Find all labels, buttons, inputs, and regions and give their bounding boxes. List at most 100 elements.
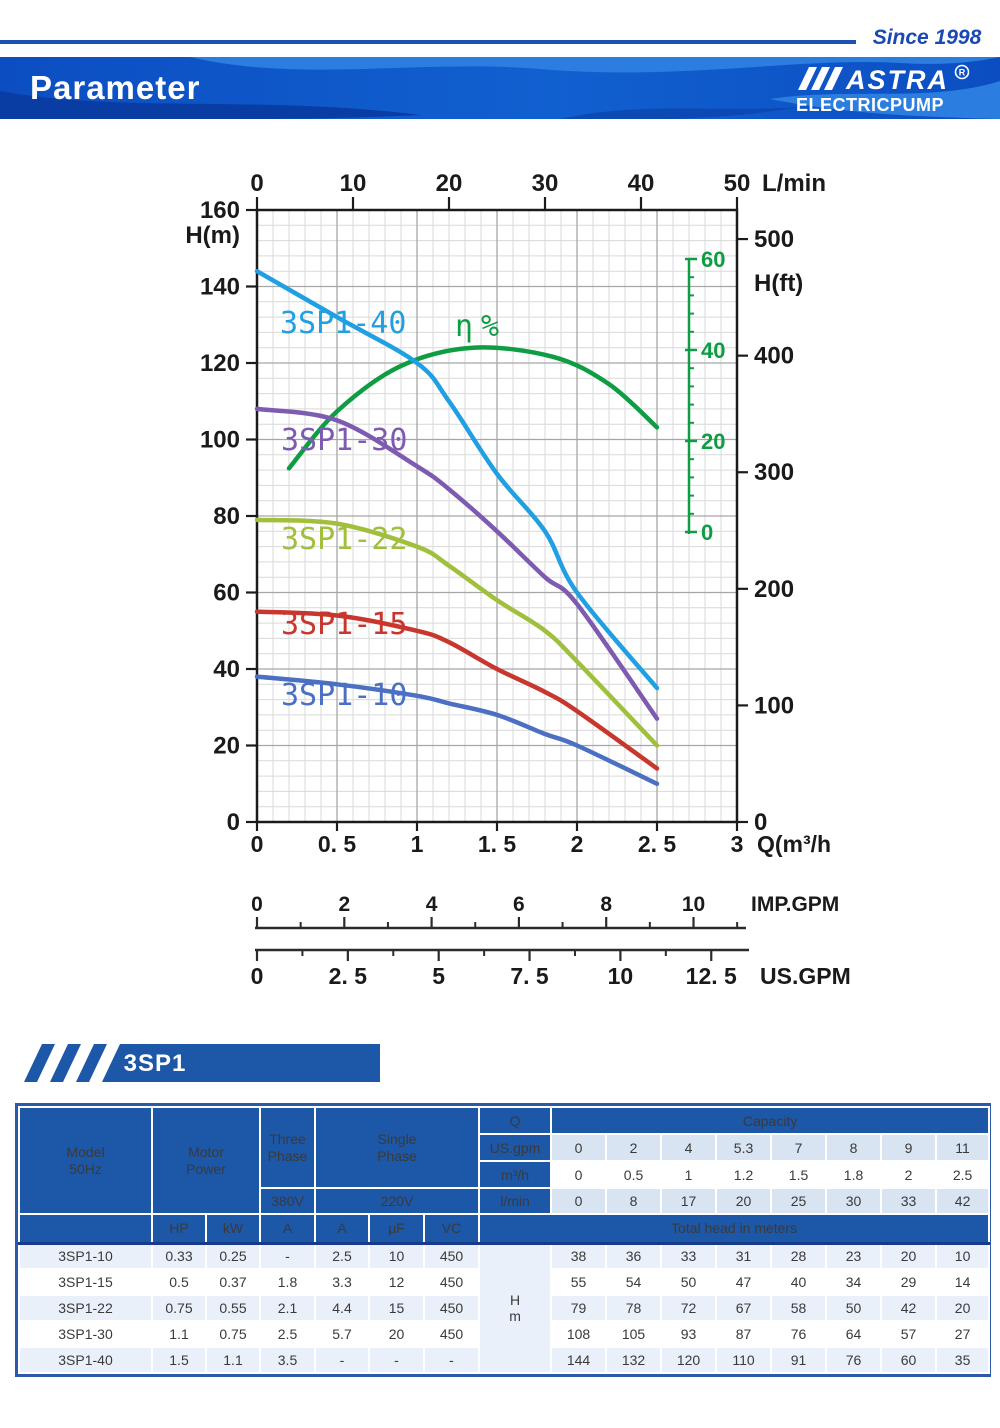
tick-label: 0 (250, 170, 263, 197)
spec-value: 5.7 (314, 1320, 370, 1348)
head-value: 57 (880, 1320, 938, 1348)
axis-label-imp: IMP.GPM (751, 893, 839, 916)
tick-label: 1. 5 (478, 831, 517, 857)
tick-label: 400 (754, 343, 794, 370)
spec-value: 0.33 (151, 1242, 207, 1270)
curve-label-3SP1-15: 3SP1-15 (281, 607, 407, 642)
curve-label-3SP1-30: 3SP1-30 (281, 423, 407, 458)
spec-value: 450 (422, 1320, 481, 1348)
head-value: 20 (880, 1242, 938, 1270)
capacity-value: 25 (770, 1187, 828, 1215)
spec-value: 0.5 (151, 1268, 207, 1296)
curve-label-3SP1-40: 3SP1-40 (280, 306, 406, 341)
header-kw: kW (205, 1213, 261, 1245)
head-value: 23 (825, 1242, 883, 1270)
spec-value: - (259, 1242, 316, 1270)
head-value: 132 (605, 1346, 663, 1374)
tick-label: 30 (532, 170, 559, 197)
tick-label: 7. 5 (510, 963, 549, 989)
efficiency-curve (286, 345, 660, 471)
tick-label: 0 (251, 893, 263, 916)
table-row: 3SP1-15 0.5 0.37 1.8 3.3 12 450 55 54 50 47 40 34 29 1… (18, 1268, 991, 1296)
spec-table: Model 50Hz Motor Power Three Phase Singl… (18, 1106, 991, 1374)
spec-value: 450 (422, 1242, 481, 1270)
tick-label: 100 (200, 427, 240, 454)
axis-label-hm: H(m) (185, 222, 240, 249)
capacity-value: 30 (825, 1187, 883, 1215)
tick-label: 80 (213, 503, 240, 530)
head-value: 87 (715, 1320, 773, 1348)
head-value: 29 (880, 1268, 938, 1296)
tick-label: 12. 5 (686, 963, 737, 989)
header-total-head: Total head in meters (478, 1213, 991, 1245)
capacity-value: 8 (825, 1133, 883, 1162)
axis-label-q: Q(m³/h (757, 831, 831, 857)
head-value: 47 (715, 1268, 773, 1296)
header-single-phase: Single Phase (313, 1106, 481, 1189)
banner-stripes-icon (24, 1044, 107, 1082)
spec-value: 2.5 (259, 1320, 316, 1348)
head-value: 144 (550, 1346, 608, 1374)
head-value: 108 (550, 1320, 608, 1348)
curve-3SP1-30 (254, 406, 660, 721)
efficiency-label: η% (455, 309, 507, 344)
tick-label: 0. 5 (318, 831, 357, 857)
head-value: 40 (770, 1268, 828, 1296)
header-motor-power: Motor Power (151, 1106, 261, 1215)
curve-3SP1-15 (254, 609, 660, 771)
head-value: 91 (770, 1346, 828, 1374)
section-banner: 3SP1 (24, 1044, 380, 1082)
spec-value: 15 (368, 1294, 425, 1322)
tick-label: 300 (754, 459, 794, 486)
head-value: 38 (550, 1242, 608, 1270)
capacity-value: 1.5 (770, 1160, 828, 1189)
head-value: 79 (550, 1294, 608, 1322)
section-title: 3SP1 (124, 1050, 187, 1077)
spec-value: 20 (368, 1320, 425, 1348)
spec-value: 0.75 (205, 1320, 261, 1348)
registered-mark-letter: R (959, 68, 966, 78)
tick-label: 500 (754, 226, 794, 253)
head-value: 105 (605, 1320, 663, 1348)
tick-label: 60 (213, 580, 240, 607)
tick-label: 3 (731, 831, 744, 857)
spec-value: 1.1 (151, 1320, 207, 1348)
since-text: Since 1998 (872, 26, 982, 49)
capacity-value: 2.5 (935, 1160, 991, 1189)
tick-label: 20 (213, 733, 240, 760)
tick-label: 5 (432, 963, 445, 989)
head-value: 28 (770, 1242, 828, 1270)
spec-value: - (314, 1346, 370, 1374)
capacity-value: 0.5 (605, 1160, 663, 1189)
banner-waves (0, 57, 1000, 119)
spec-value: - (368, 1346, 425, 1374)
spec-value: 3.5 (259, 1346, 316, 1374)
axis-label-us: US.GPM (760, 963, 851, 989)
model-cell: 3SP1-15 (18, 1268, 153, 1296)
head-value: 14 (935, 1268, 991, 1296)
mastra-slashes-icon (798, 67, 843, 90)
spec-value: 0.55 (205, 1294, 261, 1322)
capacity-value: 42 (935, 1187, 991, 1215)
tick-label: 0 (701, 520, 713, 545)
tick-label: 100 (754, 692, 794, 719)
spec-value: 3.3 (314, 1268, 370, 1296)
capacity-value: 9 (880, 1133, 938, 1162)
capacity-value: 1 (660, 1160, 718, 1189)
tick-label: 4 (426, 893, 438, 916)
tick-label: 40 (701, 338, 725, 363)
tick-label: 1 (411, 831, 424, 857)
spec-value: 450 (422, 1294, 481, 1322)
table-row: 3SP1-40 1.5 1.1 3.5- - -144 132 120 110 91 76 60 35 (18, 1346, 991, 1374)
mastra-logo: ASTRA R ELECTRICPUMP (796, 64, 970, 115)
table-row: 3SP1-30 1.1 0.75 2.5 5.7 20 450 108 105 93 87 76 64 5… (18, 1320, 991, 1348)
tick-label: 6 (513, 893, 525, 916)
tick-label: 20 (436, 170, 463, 197)
tick-label: 120 (200, 350, 240, 377)
head-value: 64 (825, 1320, 883, 1348)
capacity-value: 5.3 (715, 1133, 773, 1162)
tick-label: 2 (338, 893, 350, 916)
model-cell: 3SP1-10 (18, 1242, 153, 1270)
spec-value: 0.75 (151, 1294, 207, 1322)
